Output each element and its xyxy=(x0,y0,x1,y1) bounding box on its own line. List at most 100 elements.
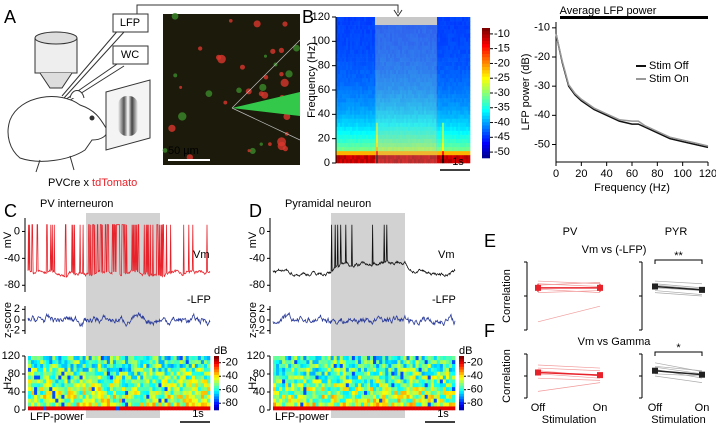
spectrogram-cell xyxy=(360,130,363,135)
spectrogram-cell xyxy=(348,17,351,22)
spectrogram-cell xyxy=(388,49,391,54)
spectrogram-cell xyxy=(336,57,339,62)
colorbar-label: dB xyxy=(214,345,227,357)
spectrogram-cell xyxy=(64,363,68,368)
spectrogram-cell xyxy=(158,356,162,361)
spectrogram-cell xyxy=(440,142,443,148)
legend-label: Stim Off xyxy=(649,60,689,72)
spectrogram-cell xyxy=(380,146,383,152)
spectrogram-cell xyxy=(430,29,433,34)
spectrogram-cell xyxy=(370,142,373,148)
spectrogram-cell xyxy=(356,61,359,66)
spectrogram-cell xyxy=(309,367,313,372)
spectrogram-cell xyxy=(396,114,399,119)
spectrogram-cell xyxy=(368,85,371,91)
spectrogram-cell xyxy=(61,363,65,368)
spectrogram-cell xyxy=(91,356,96,361)
spectrogram-cell xyxy=(140,356,144,361)
spectrogram-cell xyxy=(356,57,359,62)
spectrogram-cell xyxy=(454,29,457,34)
spectrogram-cell xyxy=(392,138,395,144)
spectrogram-cell xyxy=(456,25,459,30)
spectrogram-cell xyxy=(161,398,165,403)
spectrogram-cell xyxy=(412,386,416,392)
spectrogram-cell xyxy=(340,150,343,156)
spectrogram-cell xyxy=(167,379,171,384)
spectrogram-cell xyxy=(312,356,316,361)
spectrogram-cell xyxy=(458,65,461,71)
spectrogram-cell xyxy=(398,114,401,119)
spectrogram-cell xyxy=(140,406,144,411)
spectrogram-cell xyxy=(466,85,469,91)
colorbar-cell xyxy=(482,54,490,58)
spectrogram-cell xyxy=(458,126,461,131)
spectrogram-cell xyxy=(404,102,407,107)
spectrogram-cell xyxy=(76,386,80,392)
spectrogram-cell xyxy=(52,398,56,403)
spectrogram-cell xyxy=(37,406,41,411)
spectrogram-cell xyxy=(424,134,427,139)
spectrogram-cell xyxy=(412,122,415,127)
spectrogram-cell xyxy=(109,406,114,411)
spectrogram-cell xyxy=(91,394,96,399)
spectrogram-cell xyxy=(37,398,41,403)
spectrogram-cell xyxy=(462,21,465,26)
spectrogram-cell xyxy=(279,398,283,403)
spectrogram-cell xyxy=(430,359,435,365)
spectrogram-cell xyxy=(43,386,47,392)
spectrogram-cell xyxy=(333,359,337,365)
spectrogram-cell xyxy=(432,57,435,62)
spectrogram-cell xyxy=(442,37,445,42)
spectrogram-cell xyxy=(380,158,383,164)
spectrogram-cell xyxy=(318,379,322,384)
spectrogram-cell xyxy=(427,375,432,380)
spectrogram-cell xyxy=(460,134,463,139)
spectrogram-cell xyxy=(372,118,375,123)
colorbar-cell xyxy=(482,44,490,48)
spectrogram-cell xyxy=(380,77,383,83)
spectrogram-cell xyxy=(402,106,405,111)
spectrogram-cell xyxy=(94,394,99,399)
spectrogram-cell xyxy=(372,53,375,58)
spectrogram-cell xyxy=(422,77,425,83)
spectrogram-cell xyxy=(386,69,389,75)
chart-title: Vm vs (-LFP) xyxy=(582,244,647,256)
spectrogram-cell xyxy=(358,17,361,22)
spectrogram-cell xyxy=(346,158,349,164)
spectrogram-cell xyxy=(79,386,83,392)
spectrogram-cell xyxy=(346,65,349,71)
spectrogram-cell xyxy=(421,406,425,411)
spectrogram-cell xyxy=(432,158,435,164)
spectrogram-cell xyxy=(442,398,447,403)
spectrogram-cell xyxy=(406,383,410,388)
spectrogram-cell xyxy=(137,375,141,380)
spectrogram-cell xyxy=(368,33,371,38)
spectrogram-cell xyxy=(297,398,301,403)
spectrogram-cell xyxy=(327,406,331,411)
spectrogram-cell xyxy=(454,98,457,103)
spectrogram-cell xyxy=(464,49,467,54)
spectrogram-cell xyxy=(88,359,92,365)
spectrogram-cell xyxy=(454,57,457,62)
spectrogram-cell xyxy=(408,106,411,111)
spectrogram-cell xyxy=(372,130,375,135)
spectrogram-cell xyxy=(336,77,339,83)
colorbar-cell xyxy=(214,385,219,389)
spectrogram-cell xyxy=(351,367,356,372)
spectrogram-cell xyxy=(412,356,416,361)
spectrogram-cell xyxy=(394,130,397,135)
spectrogram-cell xyxy=(427,386,432,392)
colorbar-cell xyxy=(482,109,490,113)
spectrogram-cell xyxy=(128,375,132,380)
spectrogram-cell xyxy=(388,102,391,107)
spectrogram-cell xyxy=(351,375,356,380)
spectrogram-cell xyxy=(388,398,392,403)
spectrogram-cell xyxy=(420,73,423,79)
spectrogram-cell xyxy=(73,375,77,380)
spectrogram-cell xyxy=(386,94,389,99)
spectrogram-cell xyxy=(385,394,389,399)
spectrogram-cell xyxy=(438,21,441,26)
x-tick-label: 60 xyxy=(626,168,638,180)
spectrogram-cell xyxy=(456,21,459,26)
spectrogram-cell xyxy=(374,49,377,54)
